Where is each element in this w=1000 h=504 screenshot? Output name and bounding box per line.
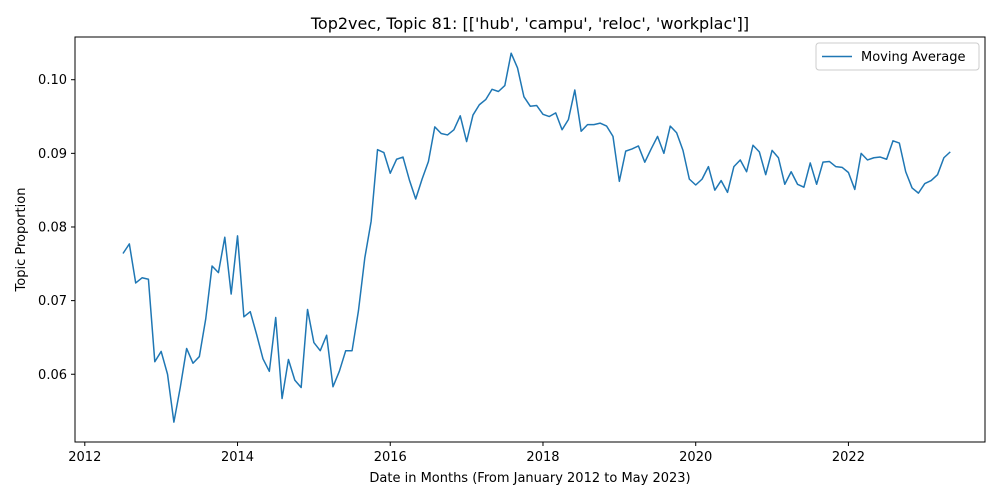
y-tick-label: 0.10 <box>38 73 67 88</box>
x-axis-label: Date in Months (From January 2012 to May… <box>369 471 690 486</box>
chart-title: Top2vec, Topic 81: [['hub', 'campu', 're… <box>310 14 749 33</box>
y-axis-label: Topic Proportion <box>14 188 29 293</box>
x-tick-label: 2018 <box>526 450 559 465</box>
x-tick-label: 2014 <box>221 450 254 465</box>
y-tick-label: 0.08 <box>38 220 67 235</box>
y-tick-label: 0.06 <box>38 368 67 383</box>
legend-label-moving-average: Moving Average <box>861 50 965 65</box>
y-tick-label: 0.07 <box>38 294 67 309</box>
y-axis: 0.06 0.07 0.08 0.09 0.10 <box>38 73 75 383</box>
plot-frame <box>74 36 986 443</box>
series-line-moving-average <box>122 52 951 423</box>
x-tick-label: 2022 <box>832 450 865 465</box>
legend: Moving Average <box>815 42 980 71</box>
x-tick-label: 2012 <box>68 450 101 465</box>
series-layer <box>122 52 951 423</box>
x-tick-label: 2020 <box>679 450 712 465</box>
y-tick-label: 0.09 <box>38 147 67 162</box>
x-tick-label: 2016 <box>374 450 407 465</box>
legend-frame <box>815 42 980 71</box>
x-axis: 2012 2014 2016 2018 2020 2022 <box>68 442 865 465</box>
plot-area <box>74 36 986 443</box>
